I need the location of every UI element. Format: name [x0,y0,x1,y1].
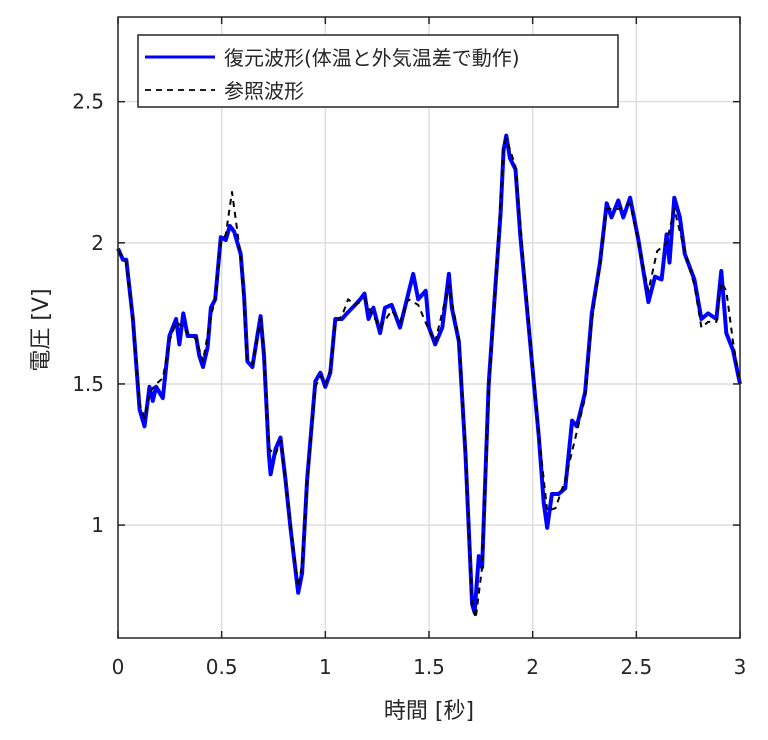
x-axis-label: 時間 [秒] [384,699,474,724]
x-tick-label: 2.5 [620,655,652,679]
y-tick-label: 2.5 [72,90,104,114]
y-tick-label: 1 [91,513,104,537]
x-tick-label: 0.5 [206,655,238,679]
y-tick-label: 1.5 [72,372,104,396]
legend-label-reference: 参照波形 [224,79,304,103]
legend-box [137,34,619,108]
x-tick-label: 3 [734,655,747,679]
y-axis-label: 電圧 [V] [29,288,54,371]
tick-labels: 0 0.5 1 1.5 2 2.5 3 1 1.5 2 2.5 [72,90,746,679]
series-layer [116,133,742,620]
y-tick-label: 2 [91,231,104,255]
x-tick-label: 1 [319,655,332,679]
x-tick-label: 1.5 [413,655,445,679]
legend-label-reconstructed: 復元波形(体温と外気温差で動作) [224,46,520,70]
ticks [117,17,741,638]
legend: 復元波形(体温と外気温差で動作) 参照波形 [137,34,619,108]
x-tick-label: 0 [112,655,125,679]
series-line-reference [117,137,741,620]
x-tick-label: 2 [526,655,539,679]
